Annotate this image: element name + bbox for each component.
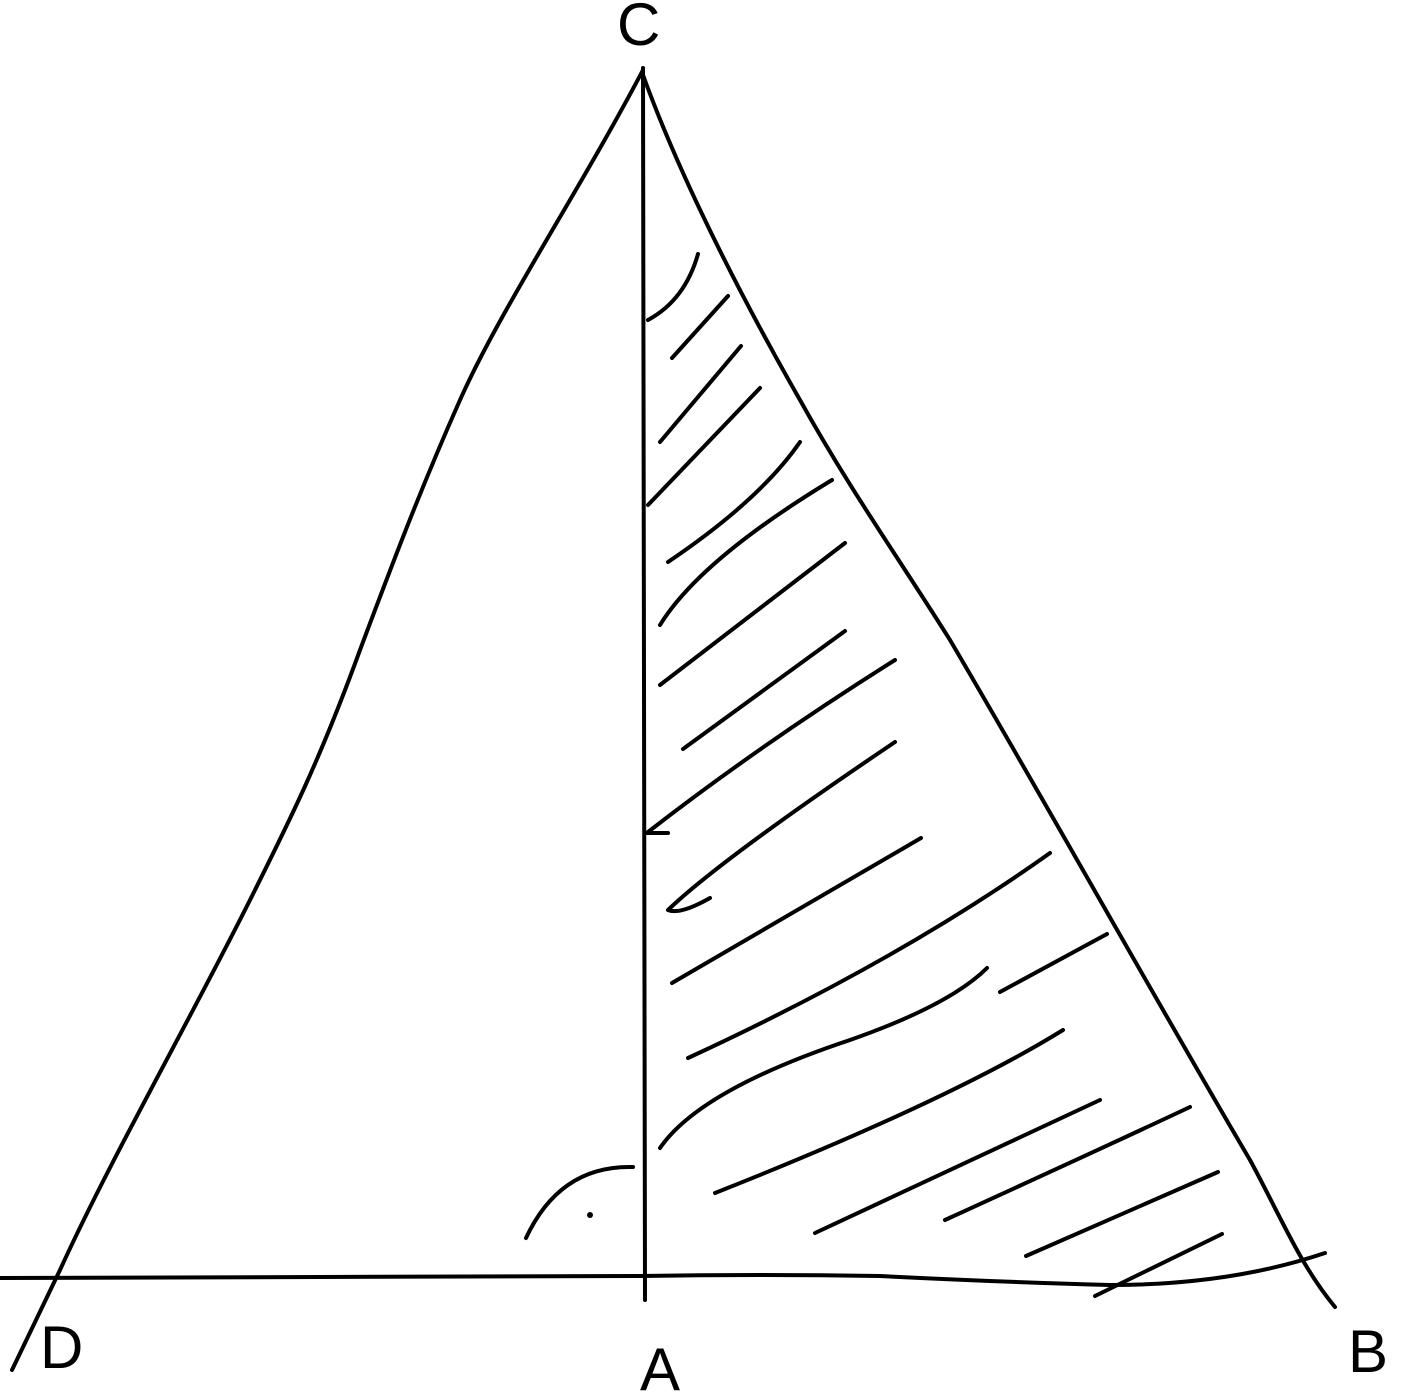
hatch-line [658, 478, 834, 627]
hatch-line [1093, 1232, 1224, 1298]
hatch-line [670, 294, 730, 360]
hatch-line [670, 836, 923, 985]
hatch-line [658, 344, 743, 444]
hatch-line [666, 740, 897, 914]
hatch-line [686, 851, 1052, 1060]
hatch-line [658, 966, 989, 1150]
angle-mark-at-c [646, 252, 700, 322]
side-cd-curve [10, 68, 645, 1372]
label-d: D [40, 1314, 83, 1381]
baseline-line [0, 1251, 1327, 1287]
right-angle-dot [587, 1212, 593, 1218]
label-b: B [1348, 1318, 1388, 1385]
hatch-line [713, 1028, 1065, 1195]
label-a: A [640, 1336, 680, 1395]
hatch-line [658, 541, 847, 687]
hatch-line [943, 1105, 1192, 1222]
hatch-line [646, 658, 897, 834]
hatch-line [998, 932, 1109, 994]
label-c: C [617, 0, 660, 58]
hatch-line [813, 1098, 1102, 1235]
hatch-line [681, 629, 847, 751]
hatch-line [1024, 1170, 1220, 1258]
hatching [646, 294, 1224, 1298]
hatch-line [666, 440, 802, 564]
altitude-ca [641, 66, 647, 1302]
right-angle-mark [524, 1164, 635, 1240]
hatch-line [646, 386, 762, 507]
side-cb-line [641, 73, 1337, 1309]
